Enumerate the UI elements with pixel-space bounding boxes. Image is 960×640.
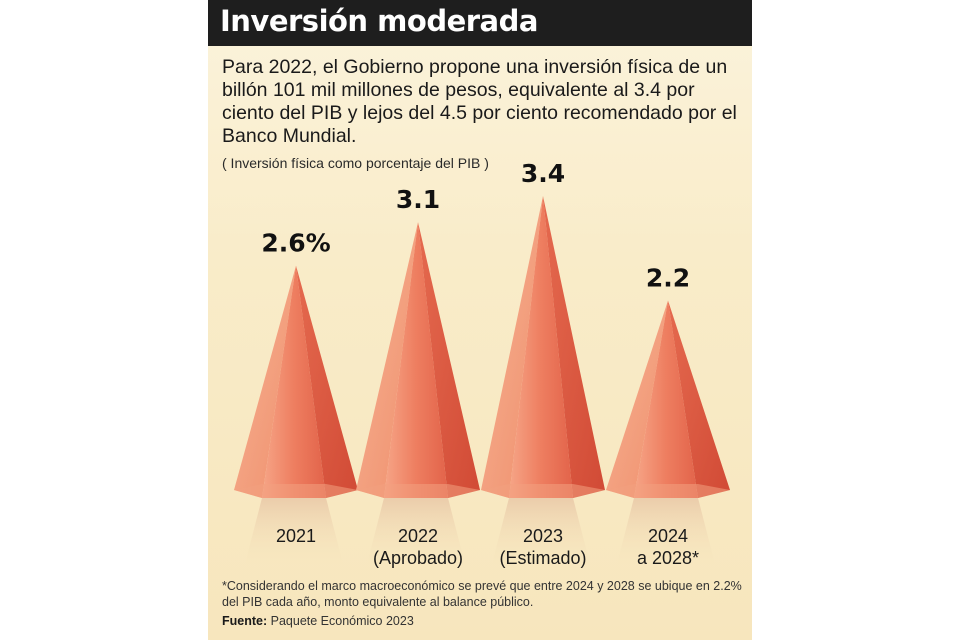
pyramid-face-left: [606, 300, 668, 498]
title-bar: Inversión moderada: [208, 0, 752, 46]
pyramid-shadow: [366, 498, 466, 568]
pyramid-shadow: [491, 498, 591, 568]
chart-title: Inversión moderada: [220, 4, 538, 38]
category-label: 2021: [276, 526, 316, 546]
value-label: 3.1: [396, 185, 440, 214]
pyramid-bar: 2.6% 2021: [234, 229, 358, 568]
infographic-panel: Inversión moderada Para 2022, el Gobiern…: [208, 0, 752, 640]
category-label: (Aprobado): [373, 548, 463, 568]
pyramid-face-left: [481, 196, 543, 498]
footnote: *Considerando el marco macroeconómico se…: [222, 579, 742, 609]
pyramid-base: [481, 484, 605, 498]
pyramid-face-front: [262, 265, 326, 498]
value-label: 2.2: [646, 263, 690, 292]
pyramid-bar: 3.1 2022(Aprobado): [356, 185, 480, 568]
category-label: 2023: [523, 526, 563, 546]
pyramid-face-right: [418, 222, 480, 498]
pyramid-face-right: [296, 265, 358, 498]
pyramid-chart: 2.6% 2021 3.1 2022(Aprobado) 3.4 2023(Estimad…: [234, 159, 730, 568]
source-label: Fuente:: [222, 614, 268, 628]
pyramid-face-front: [384, 222, 448, 498]
pyramid-base: [356, 484, 480, 498]
source-line: Fuente: Paquete Económico 2023: [222, 614, 414, 628]
pyramid-bar: 3.4 2023(Estimado): [481, 159, 605, 568]
pyramid-shadow: [244, 498, 344, 568]
pyramid-face-front: [634, 300, 698, 498]
value-label: 3.4: [521, 159, 565, 188]
pyramid-face-right: [668, 300, 730, 498]
category-label: 2024: [648, 526, 688, 546]
pyramid-face-left: [356, 222, 418, 498]
pyramid-face-right: [543, 196, 605, 498]
pyramid-face-front: [509, 196, 573, 498]
source-text: Paquete Económico 2023: [270, 614, 414, 628]
category-label: (Estimado): [499, 548, 586, 568]
value-label: 2.6%: [261, 229, 330, 258]
pyramid-base: [606, 484, 730, 498]
pyramid-base: [234, 484, 358, 498]
intro-text: Para 2022, el Gobierno propone una inver…: [222, 56, 737, 147]
category-label: a 2028*: [637, 548, 699, 568]
pyramid-shadow: [616, 498, 716, 568]
category-label: 2022: [398, 526, 438, 546]
chart-subtitle: ( Inversión física como porcentaje del P…: [222, 155, 489, 171]
pyramid-face-left: [234, 265, 296, 498]
